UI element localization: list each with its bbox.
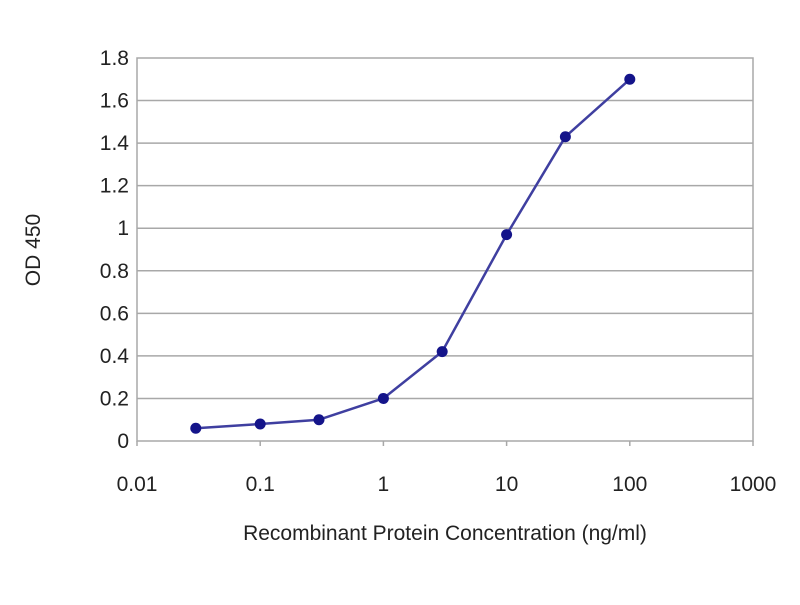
- y-axis-title: OD 450: [22, 214, 45, 286]
- data-point-marker: [313, 414, 325, 426]
- x-tick-label: 0.01: [117, 473, 158, 496]
- data-point-marker: [436, 346, 448, 358]
- x-tick-label: 100: [612, 473, 647, 496]
- y-tick-label: 0: [117, 430, 129, 453]
- y-tick-label: 1.2: [100, 175, 129, 198]
- y-tick-label: 0.4: [100, 345, 130, 368]
- data-point-marker: [501, 229, 513, 241]
- y-tick-label: 0.6: [100, 302, 129, 325]
- x-tick-label: 1000: [730, 473, 777, 496]
- data-point-marker: [377, 392, 389, 404]
- data-point-marker: [624, 73, 636, 85]
- x-tick-label: 10: [495, 473, 518, 496]
- y-tick-label: 1.8: [100, 47, 129, 70]
- y-tick-label: 1.6: [100, 90, 129, 113]
- data-point-marker: [559, 131, 571, 143]
- series-line: [195, 78, 631, 430]
- grid-lines: [136, 99, 754, 446]
- y-tick-label: 0.8: [100, 260, 129, 283]
- x-axis-title: Recombinant Protein Concentration (ng/ml…: [243, 522, 647, 545]
- y-tick-label: 1: [117, 217, 129, 240]
- x-tick-label: 0.1: [246, 473, 275, 496]
- data-series: [190, 73, 636, 434]
- x-axis-tick-labels: 0.01 0.1 1 10 100 1000: [117, 473, 777, 496]
- data-point-marker: [190, 422, 202, 434]
- data-point-marker: [254, 418, 266, 430]
- y-tick-label: 0.2: [100, 387, 129, 410]
- y-tick-label: 1.4: [100, 132, 130, 155]
- x-tick-label: 1: [378, 473, 390, 496]
- plot-area-frame: [136, 57, 754, 442]
- y-axis-tick-labels: 0 0.2 0.4 0.6 0.8 1 1.2 1.4 1.6 1.8: [100, 47, 130, 453]
